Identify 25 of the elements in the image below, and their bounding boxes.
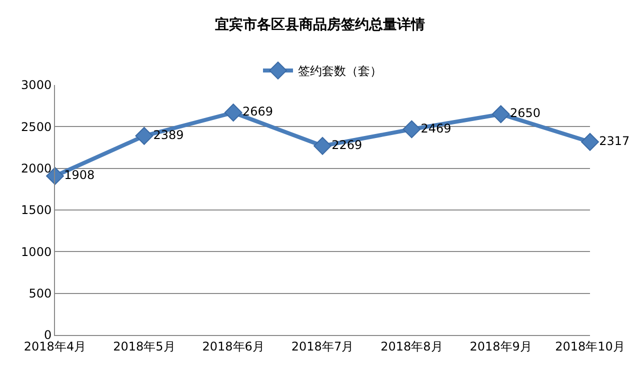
point	[492, 105, 510, 124]
y-tick-label: 1500	[21, 203, 52, 218]
y-tick-label: 3000	[21, 78, 52, 92]
x-tick-label: 2018年10月	[555, 339, 625, 354]
point	[581, 132, 599, 151]
data-label: 2650	[510, 106, 540, 120]
point	[402, 120, 421, 138]
x-tick-label: 2018年6月	[202, 339, 264, 354]
data-label: 2669	[242, 104, 273, 119]
x-tick-label: 2018年8月	[380, 339, 443, 354]
data-label: 2389	[153, 128, 184, 142]
data-label: 2317	[599, 134, 630, 148]
x-tick-label: 2018年7月	[291, 339, 354, 354]
y-tick-label: 2500	[21, 120, 52, 134]
point	[224, 104, 242, 122]
chart-title: 宜宾市各区县商品房签约总量详情	[215, 16, 425, 33]
data-label: 1908	[64, 168, 95, 182]
y-tick-label: 2000	[21, 162, 52, 176]
point	[135, 126, 154, 145]
point	[314, 136, 332, 155]
x-tick-label: 2018年9月	[470, 339, 532, 354]
y-tick-label: 500	[28, 286, 52, 301]
y-tick-label: 1000	[21, 244, 52, 259]
legend-label: 签约套数（套）	[298, 64, 382, 78]
x-tick-label: 2018年5月	[113, 339, 176, 354]
